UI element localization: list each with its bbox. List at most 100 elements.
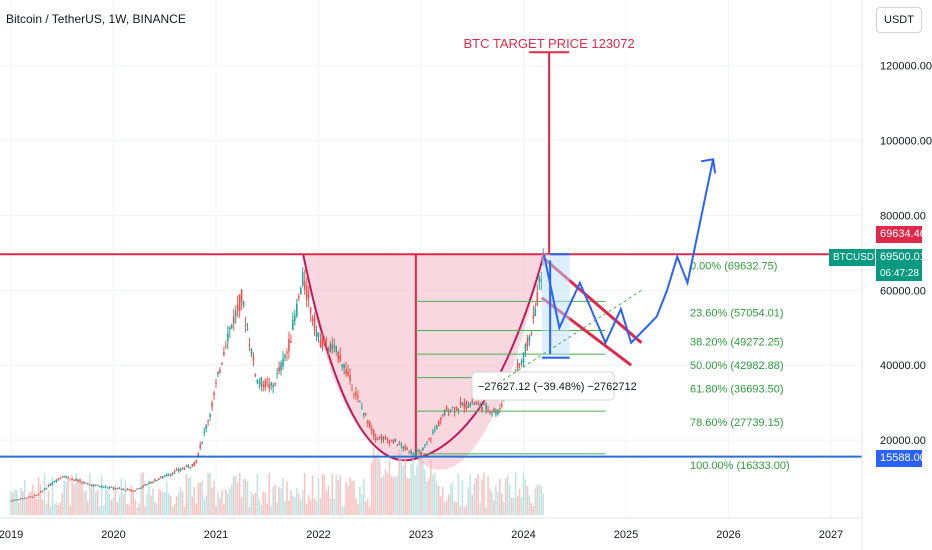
candle-body [160, 476, 162, 478]
candle-body [156, 480, 158, 482]
volume-bar [337, 480, 340, 515]
volume-bar [91, 483, 93, 515]
volume-bar [234, 475, 237, 515]
volume-bar [323, 474, 326, 515]
volume-bar [232, 476, 235, 515]
candle-body [221, 363, 223, 365]
volume-bar [227, 492, 229, 515]
volume-bar [102, 505, 105, 515]
countdown-badge: 06:47:28 [876, 266, 922, 281]
volume-bar [428, 477, 430, 515]
volume-bar [418, 456, 420, 515]
volume-bar [260, 504, 263, 515]
volume-bar [199, 482, 202, 515]
volume-bar [392, 476, 395, 515]
candle-body [473, 403, 476, 406]
volume-bar [433, 472, 436, 515]
candle-body [416, 450, 418, 452]
volume-bar [18, 502, 20, 515]
candle-body [420, 451, 422, 456]
volume-bar [254, 493, 257, 515]
candle-body [319, 339, 322, 348]
candle-body [532, 315, 535, 319]
volume-bar [390, 475, 393, 515]
candle-body [443, 410, 446, 415]
volume-bar [41, 499, 44, 515]
current-price-badge: 69500.01 [876, 249, 926, 266]
candle-body [106, 487, 109, 489]
candle-body [41, 490, 44, 492]
volume-bar [110, 499, 113, 515]
candle-body [67, 477, 69, 479]
volume-bar [252, 494, 255, 515]
volume-bar [20, 487, 22, 515]
volume-bar [388, 461, 391, 515]
candle-body [260, 377, 263, 387]
candle-body [197, 453, 200, 457]
candle-body [191, 464, 194, 467]
price-tick-label: 100000.00 [880, 136, 932, 148]
time-tick-label: 2027 [819, 529, 843, 541]
volume-bar [12, 492, 14, 515]
time-tick-label: 2021 [204, 529, 228, 541]
volume-bar [532, 506, 535, 515]
candle-body [536, 292, 539, 306]
time-tick-label: 2022 [306, 529, 330, 541]
candle-body [211, 402, 213, 408]
candle-body [402, 446, 405, 449]
candle-body [522, 352, 525, 363]
candle-body [426, 441, 428, 443]
volume-bar [242, 479, 245, 515]
candle-body [12, 500, 14, 502]
candle-body [388, 440, 391, 444]
volume-bar [116, 502, 119, 515]
candle-body [353, 393, 355, 395]
candle-body [230, 324, 233, 329]
volume-bar [96, 490, 99, 515]
volume-bar [77, 479, 79, 515]
currency-button[interactable]: USDT [876, 7, 922, 33]
candle-body [51, 482, 54, 485]
volume-bar [207, 473, 209, 515]
volume-bar [376, 451, 379, 515]
volume-bar [518, 488, 521, 515]
volume-bar [471, 494, 474, 515]
cup-shading [303, 254, 544, 470]
symbol-badge: BTCUSDT [829, 249, 880, 266]
measure-tooltip-text: −27627.12 (−39.48%) −2762712 [478, 381, 637, 393]
candle-body [213, 392, 215, 395]
volume-bar [272, 487, 274, 515]
candle-body [264, 379, 267, 388]
candle-body [49, 484, 52, 486]
volume-bar [59, 502, 62, 515]
candle-body [459, 401, 462, 404]
candle-body [278, 367, 280, 372]
volume-bar [329, 497, 332, 515]
volume-bar [25, 498, 28, 515]
candle-body [414, 452, 416, 456]
volume-bar [485, 506, 487, 515]
volume-bar [55, 501, 58, 515]
volume-bar [502, 501, 505, 515]
candle-body [39, 491, 42, 493]
candle-body [79, 480, 81, 482]
volume-bar [148, 483, 150, 515]
volume-bar [195, 503, 198, 515]
fib-level-label: 38.20% (49272.25) [690, 337, 784, 349]
candle-body [91, 484, 93, 486]
volume-bar [530, 502, 533, 515]
time-tick-label: 2024 [511, 529, 535, 541]
volume-bar [165, 481, 168, 515]
candle-body [199, 444, 202, 449]
projection-path [543, 159, 715, 346]
volume-bar [240, 497, 243, 515]
candle-body [150, 481, 152, 484]
volume-bar [349, 477, 351, 515]
volume-bar [499, 478, 501, 515]
candle-body [158, 478, 160, 480]
volume-bar [104, 488, 107, 515]
candle-body [276, 373, 278, 375]
candle-body [181, 468, 184, 470]
